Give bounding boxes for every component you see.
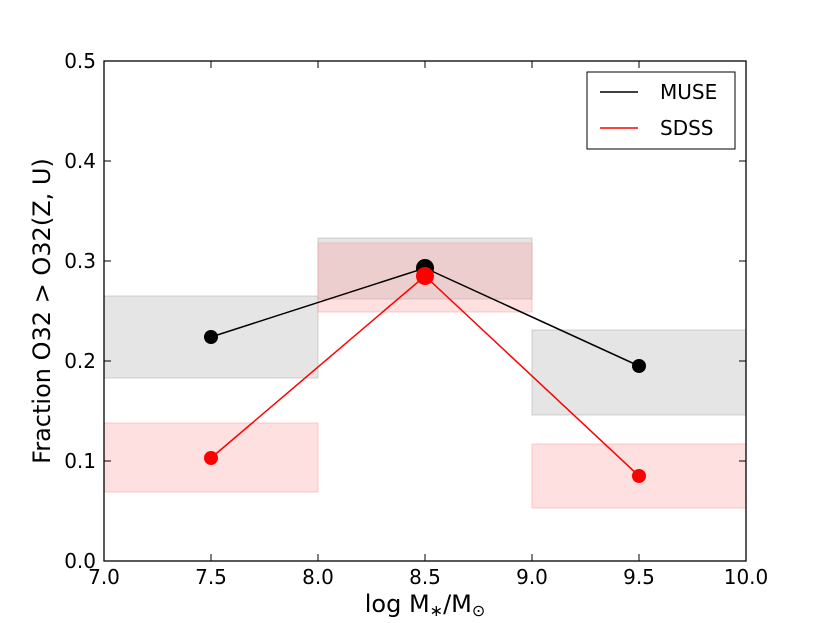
legend-label-sdss: SDSS [660,116,714,140]
y-tick-label-5: 0.5 [64,49,96,73]
x-tick-label-4: 9.0 [516,565,548,589]
point-sdss-2 [632,469,646,483]
y-axis-ticks: 0.0 0.1 0.2 0.3 0.4 0.5 [64,49,746,573]
x-axis-label: log M∗/M⊙ [365,590,486,620]
x-tick-label-1: 7.5 [195,565,227,589]
y-tick-label-1: 0.1 [64,449,96,473]
point-muse-2 [632,359,646,373]
x-tick-label-0: 7.0 [88,565,120,589]
point-sdss-1 [416,267,434,285]
data-points [204,259,646,483]
y-tick-label-2: 0.2 [64,349,96,373]
x-tick-label-5: 9.5 [623,565,655,589]
point-muse-0 [204,330,218,344]
x-tick-label-3: 8.5 [409,565,441,589]
x-tick-label-6: 10.0 [724,565,769,589]
point-sdss-0 [204,451,218,465]
x-tick-label-2: 8.0 [302,565,334,589]
legend-label-muse: MUSE [660,80,717,104]
y-tick-label-4: 0.4 [64,149,96,173]
y-axis-label: Fraction O32 > O32(Z, U) [28,158,56,464]
legend-box [586,71,736,150]
y-tick-label-0: 0.0 [64,549,96,573]
legend: MUSE SDSS [586,71,736,150]
y-tick-label-3: 0.3 [64,249,96,273]
x-axis-ticks: 7.0 7.5 8.0 8.5 9.0 9.5 10.0 [88,61,768,589]
